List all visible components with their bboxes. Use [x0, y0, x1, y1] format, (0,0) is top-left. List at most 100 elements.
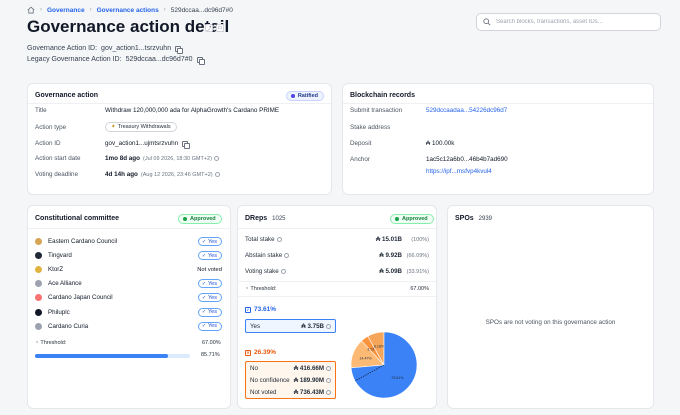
member-name: Cardano Curia: [48, 322, 89, 330]
action-type-badge: ✦ Treasury Withdrawals: [105, 122, 177, 132]
breadcrumb-governance-actions[interactable]: Governance actions: [96, 6, 159, 14]
avatar: [35, 252, 42, 260]
row-start-date: Action start date 1mo 8d ago (Jul 09 202…: [35, 155, 219, 162]
breadcrumb-governance[interactable]: Governance: [47, 6, 85, 14]
vote-yes-badge: ✓ Yes: [197, 307, 222, 317]
check-icon: ✓: [201, 309, 207, 315]
info-icon[interactable]: [284, 253, 290, 258]
threshold-line: [354, 364, 385, 382]
close-icon: ✕: [245, 349, 251, 356]
member-name: Ace Alliance: [48, 280, 82, 288]
gov-action-id-label: Governance Action ID:: [27, 45, 98, 52]
no-box: No ₳ 416.66M No confidence ₳ 189.90M Not v…: [245, 361, 336, 399]
check-icon: ✓: [201, 294, 207, 301]
member-name: KtorZ: [48, 266, 64, 274]
drep-threshold: ◔ Threshold: 67.00%: [245, 286, 429, 292]
vote-yes-badge: ✓ Yes: [197, 293, 222, 303]
avatar: [35, 238, 42, 245]
info-icon[interactable]: [213, 156, 219, 161]
cc-progress-bar: [35, 354, 190, 358]
avatar: [35, 266, 42, 274]
gov-action-id-line: Governance Action ID: gov_action1...tsrz…: [27, 45, 184, 54]
card-title: SPOs 2939: [455, 215, 492, 222]
breadcrumb-current: 529dccaa...dc96d7#0: [170, 6, 233, 14]
member-name: Tingvard: [48, 252, 72, 260]
copy-icon[interactable]: [175, 45, 184, 54]
chevron-right-icon: ›: [89, 7, 92, 13]
search-bar[interactable]: [476, 13, 661, 31]
yes-header: ✓ 73.61%: [245, 306, 277, 313]
avatar: [35, 294, 42, 302]
info-icon[interactable]: [280, 269, 286, 274]
status-badge: Approved: [178, 214, 222, 224]
check-icon: ✓: [201, 252, 207, 259]
anchor-link[interactable]: https://ipf...msfvp4kvul4: [426, 168, 492, 175]
search-input[interactable]: [496, 19, 656, 25]
info-icon[interactable]: [326, 389, 331, 395]
pie-label: 8.18%: [374, 344, 385, 348]
pie-label: 3.73%: [367, 348, 378, 352]
check-icon: ✓: [245, 306, 251, 313]
committee-member-row[interactable]: Cardano Japan Council ✓ Yes: [35, 291, 222, 304]
vote-yes-badge: ✓ Yes: [197, 279, 222, 289]
card-title: Constitutional committee: [35, 215, 120, 222]
submit-tx-link[interactable]: 529dccaadaa...54226dc96d7: [426, 107, 508, 114]
copy-icon[interactable]: [182, 140, 191, 149]
action-title: Withdraw 120,000,000 ada for AlphaGrowth…: [105, 107, 280, 114]
avatar: [35, 308, 42, 316]
vote-yes-badge: ✓ Yes: [197, 251, 222, 261]
pie-icon: ◔: [35, 340, 39, 346]
info-icon[interactable]: [214, 172, 220, 177]
breadcrumb: › Governance › Governance actions › 529d…: [27, 6, 233, 14]
dreps-card: DReps 1025 Approved Total stake ₳ 15.01B(…: [237, 205, 437, 409]
no-header: ✕ 26.39%: [245, 349, 277, 356]
pie-label: 73.61%: [391, 376, 404, 380]
committee-member-row[interactable]: Cardano Curia ✓ Yes: [35, 320, 222, 333]
member-name: Cardano Japan Council: [48, 294, 113, 302]
row-title: Title Withdraw 120,000,000 ada for Alpha…: [35, 107, 280, 114]
action-id: gov_action1...ujmtsrzvuhn: [105, 140, 179, 147]
info-icon[interactable]: [326, 365, 331, 371]
yes-box: Yes ₳ 3.75B: [245, 319, 336, 333]
avatar: [35, 322, 42, 330]
stat-abstain-stake: Abstain stake ₳ 9.92B (66.09%): [245, 252, 429, 259]
committee-member-row[interactable]: Tingvard ✓ Yes: [35, 249, 222, 262]
legacy-id-line: Legacy Governance Action ID: 529dccaa...…: [27, 56, 205, 65]
committee-member-row[interactable]: KtorZ Not voted: [35, 263, 222, 276]
home-icon[interactable]: [27, 6, 35, 14]
sparkle-icon: ✦: [111, 124, 116, 130]
spos-card: SPOs 2939 SPOs are not voting on this go…: [447, 205, 654, 409]
check-icon: ✓: [201, 238, 207, 245]
gov-action-id: gov_action1...tsrzvuhn: [101, 45, 172, 52]
row-action-id: Action ID gov_action1...ujmtsrzvuhn: [35, 140, 191, 149]
member-name: Eastern Cardano Council: [48, 238, 118, 245]
spos-message: SPOs are not voting on this governance a…: [485, 319, 616, 326]
card-title: DReps 1025: [245, 215, 286, 222]
governance-action-card: Governance action Ratified Title Withdra…: [27, 83, 332, 195]
info-icon[interactable]: [326, 323, 331, 329]
card-title: Governance action: [35, 92, 99, 99]
check-icon: ✓: [201, 280, 207, 287]
pie-slice-yes[interactable]: [350, 331, 418, 399]
committee-member-row[interactable]: Ace Alliance ✓ Yes: [35, 277, 222, 290]
copy-icon[interactable]: [196, 56, 205, 65]
anchor-hash: 1ac5c12a6b0...46b4b7ad690: [426, 156, 508, 163]
committee-card: Constitutional committee Approved Easter…: [27, 205, 231, 409]
member-name: Philuplc: [48, 308, 70, 316]
cc-progress-label: 85.71%: [201, 352, 220, 358]
committee-member-row[interactable]: Eastern Cardano Council ✓ Yes: [35, 235, 222, 248]
blockchain-records-card: Blockchain records Submit transaction 529…: [342, 83, 654, 195]
row-action-type: Action type ✦ Treasury Withdrawals: [35, 122, 177, 132]
card-title: Blockchain records: [350, 92, 415, 99]
committee-member-row[interactable]: Philuplc ✓ Yes: [35, 306, 222, 319]
info-icon[interactable]: [326, 377, 331, 383]
status-badge: Ratified: [285, 91, 324, 101]
legacy-id-label: Legacy Governance Action ID:: [27, 56, 122, 63]
pie-label: 14.47%: [359, 356, 372, 360]
info-icon[interactable]: [276, 237, 282, 242]
vote-not-voted: Not voted: [197, 266, 222, 273]
share-icon[interactable]: ⤴: [205, 24, 213, 32]
bookmark-icon[interactable]: ▭: [216, 24, 224, 32]
legacy-id: 529dccaa...dc96d7#0: [125, 56, 193, 63]
search-icon: [483, 18, 491, 26]
